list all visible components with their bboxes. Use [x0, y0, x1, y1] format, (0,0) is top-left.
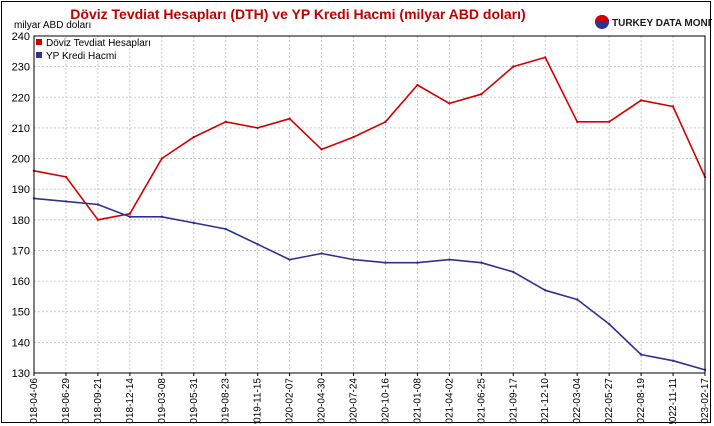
- y-tick-label: 230: [12, 62, 30, 74]
- x-tick-label: 2022-08-19: [636, 378, 647, 424]
- data-point: [671, 105, 675, 108]
- legend-label-yp: YP Kredi Hacmi: [46, 51, 116, 62]
- data-point: [160, 157, 164, 160]
- data-point: [128, 215, 132, 218]
- y-tick-label: 140: [12, 337, 30, 349]
- data-point: [639, 353, 643, 356]
- data-point: [416, 261, 419, 264]
- data-point: [480, 261, 483, 264]
- data-point: [256, 126, 259, 130]
- data-point: [544, 289, 547, 292]
- data-point: [575, 298, 579, 301]
- series-line-yp-kredi: [33, 197, 706, 371]
- data-point: [544, 56, 547, 59]
- x-tick-label: 2018-06-29: [61, 378, 72, 424]
- x-tick-label: 2018-12-14: [125, 378, 136, 424]
- plot-area: [33, 35, 706, 374]
- data-point: [288, 117, 291, 120]
- data-point: [320, 252, 323, 255]
- x-tick-label: 2021-06-25: [476, 378, 487, 424]
- y-tick-label: 160: [12, 276, 30, 288]
- data-point: [639, 99, 643, 102]
- y-tick-label: 220: [12, 92, 30, 104]
- y-tick-label: 170: [12, 245, 30, 257]
- x-tick-label: 2019-08-23: [221, 378, 232, 424]
- x-tick-label: 2021-09-17: [508, 378, 519, 424]
- data-point: [96, 218, 100, 222]
- data-point: [64, 200, 68, 203]
- data-point: [224, 227, 227, 231]
- x-tick-label: 2020-07-24: [349, 378, 360, 424]
- x-tick-label: 2021-12-10: [540, 378, 551, 424]
- legend-swatch-dth: [36, 39, 42, 45]
- chart-title: Döviz Tevdiat Hesapları (DTH) ve YP Kred…: [70, 6, 525, 22]
- data-point: [352, 258, 355, 261]
- y-tick-label: 190: [12, 184, 30, 196]
- brand-logo: TURKEY DATA MONITOR: [595, 15, 712, 29]
- data-point: [160, 215, 164, 218]
- brand-name: TURKEY DATA MONITOR: [612, 18, 712, 29]
- y-axis-ticks: 130 140 150 160 170 180 190 200 210 220 230 240: [12, 31, 30, 380]
- x-tick-label: 2020-04-30: [317, 378, 328, 424]
- data-point: [512, 270, 515, 274]
- data-point: [512, 65, 515, 68]
- y-tick-label: 200: [12, 154, 30, 166]
- x-tick-label: 2021-04-02: [444, 378, 455, 424]
- x-tick-label: 2019-03-08: [157, 378, 168, 424]
- x-tick-label: 2019-11-15: [253, 378, 264, 424]
- series-lines: [32, 56, 707, 372]
- legend: Döviz Tevdiat Hesapları YP Kredi Hacmi: [36, 38, 151, 62]
- y-tick-label: 130: [12, 368, 30, 380]
- data-point: [480, 93, 483, 96]
- data-point: [192, 135, 195, 139]
- y-tick-label: 150: [12, 307, 30, 319]
- x-tick-label: 2023-02-17: [700, 378, 711, 424]
- y-tick-label: 180: [12, 215, 30, 227]
- data-point: [256, 243, 259, 246]
- data-point: [352, 135, 355, 139]
- data-point: [607, 322, 611, 326]
- data-point: [128, 212, 132, 215]
- y-axis-label: milyar ABD doları: [14, 20, 91, 31]
- data-point: [607, 120, 611, 123]
- data-point: [96, 203, 100, 206]
- x-axis-ticks: 2018-04-06 2018-06-29 2018-09-21 2018-12-14…: [29, 373, 711, 424]
- x-tick-label: 2020-10-16: [380, 378, 391, 424]
- data-point: [320, 148, 323, 151]
- data-point: [224, 120, 227, 123]
- data-point: [192, 221, 195, 225]
- x-tick-label: 2020-02-07: [285, 378, 296, 424]
- data-point: [448, 258, 451, 261]
- data-point: [384, 261, 387, 264]
- legend-label-dth: Döviz Tevdiat Hesapları: [46, 38, 151, 49]
- data-point: [384, 120, 387, 123]
- x-tick-label: 2022-03-04: [572, 378, 583, 424]
- logo-crescent-icon: [595, 15, 609, 22]
- x-tick-label: 2018-04-06: [29, 378, 40, 424]
- x-tick-label: 2019-05-31: [189, 378, 200, 424]
- data-point: [288, 258, 291, 261]
- y-tick-label: 210: [12, 123, 30, 135]
- series-line-dth: [33, 56, 706, 221]
- y-tick-label: 240: [12, 31, 30, 43]
- data-point: [64, 175, 68, 179]
- data-point: [448, 102, 451, 105]
- data-point: [671, 359, 675, 362]
- data-point: [416, 83, 419, 87]
- x-tick-label: 2018-09-21: [93, 378, 104, 424]
- x-tick-label: 2022-11-11: [668, 378, 679, 424]
- x-tick-label: 2021-01-08: [412, 378, 423, 424]
- x-tick-label: 2022-05-27: [604, 378, 615, 424]
- legend-swatch-yp: [36, 52, 42, 58]
- data-point: [575, 120, 579, 123]
